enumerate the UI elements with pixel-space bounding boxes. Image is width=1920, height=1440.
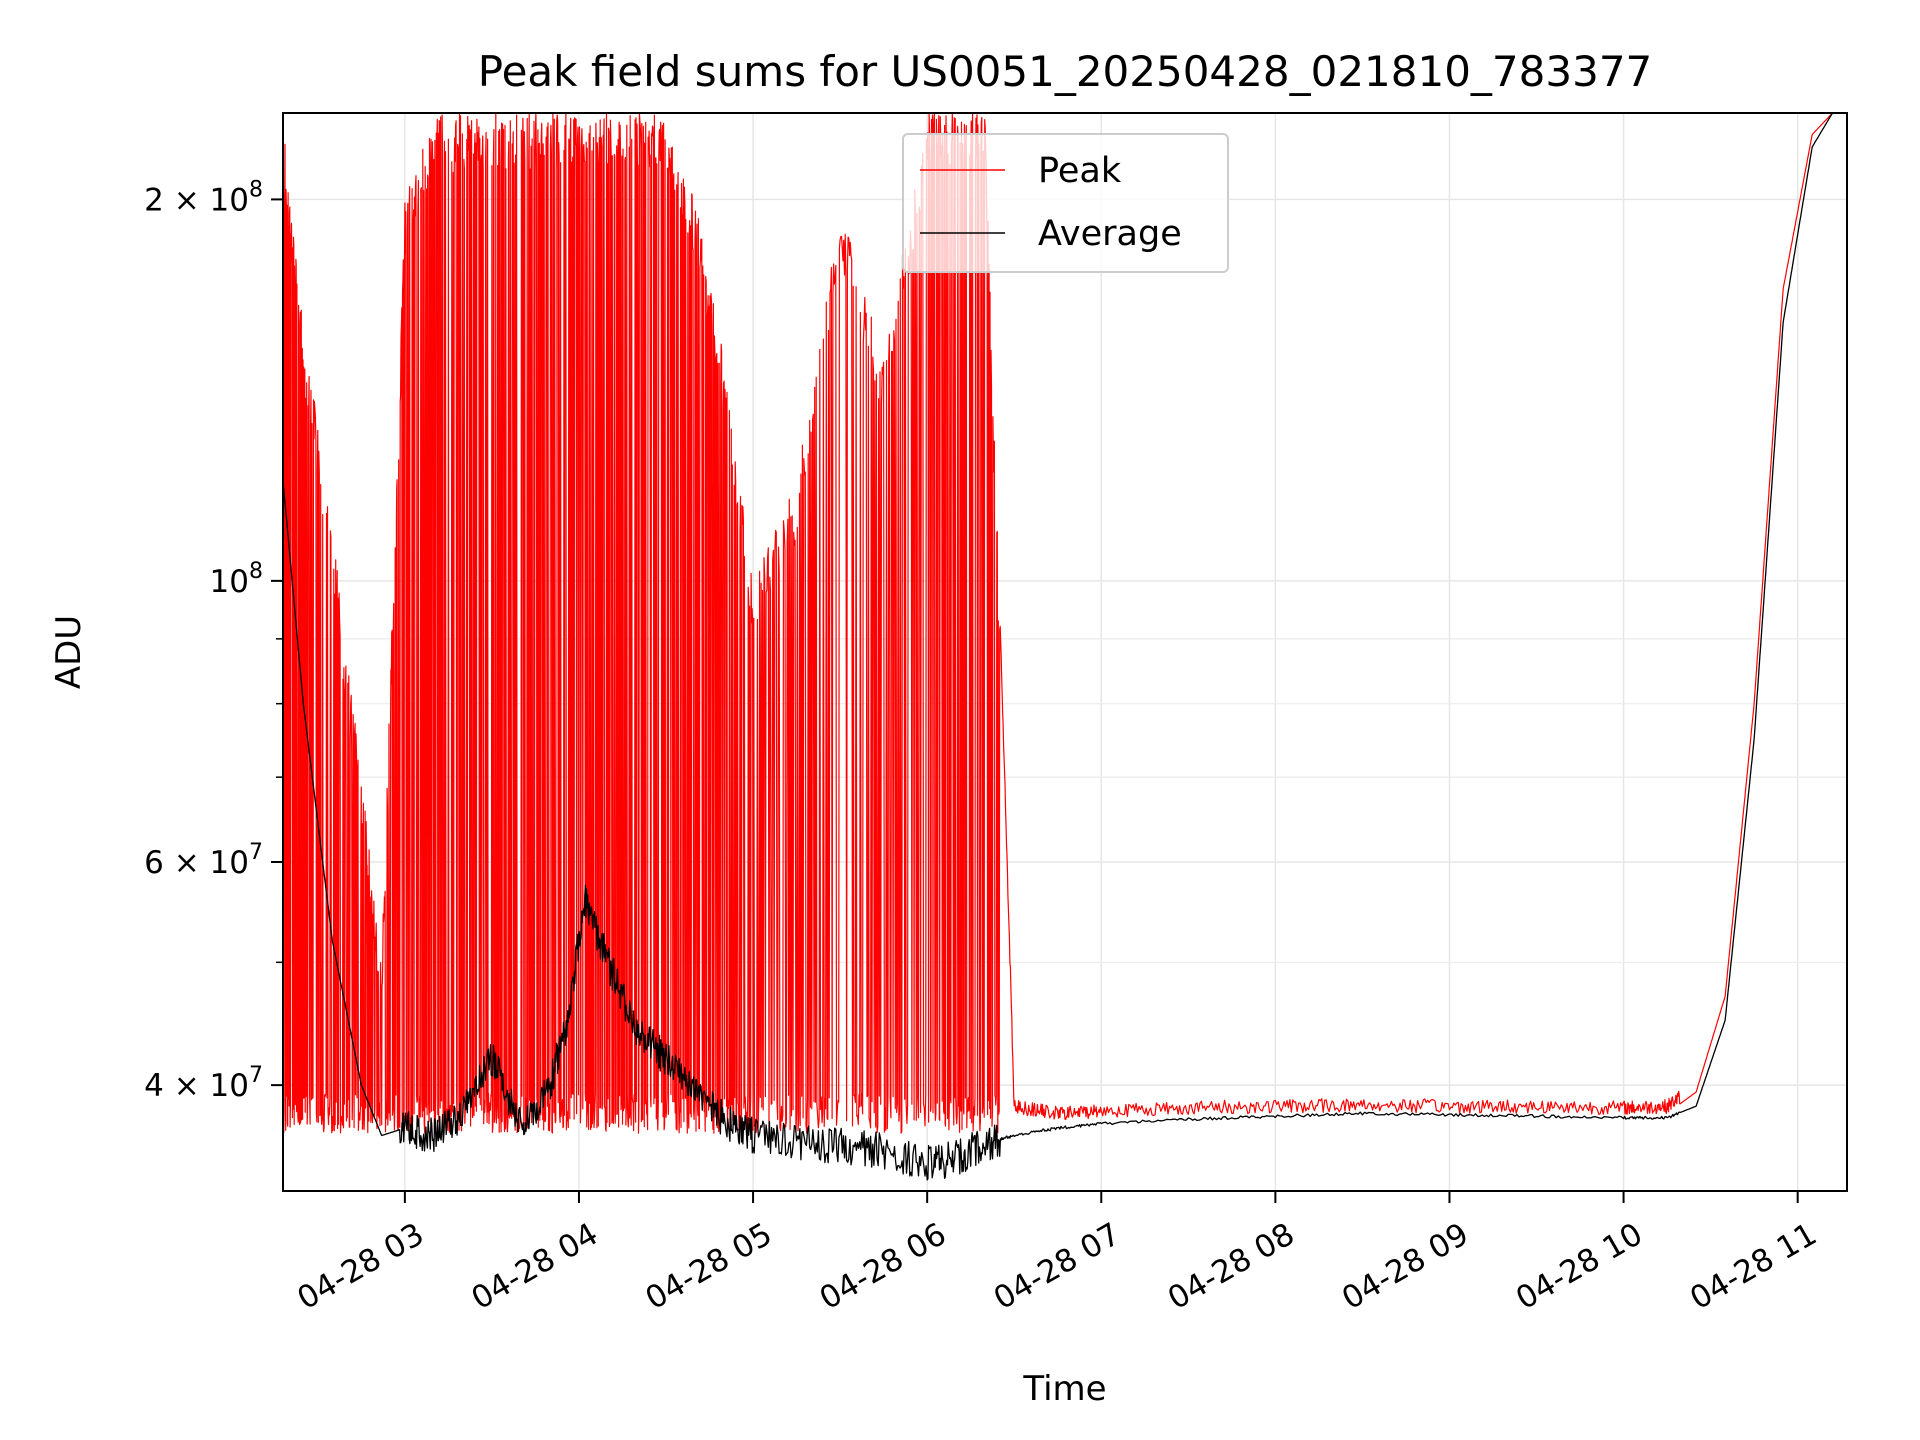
y-tick-label: 2 × 108 <box>144 177 263 218</box>
y-tick-exponent: 8 <box>249 559 263 584</box>
y-tick-label: 4 × 107 <box>144 1063 263 1104</box>
series-layer <box>282 112 1834 1181</box>
grid <box>283 113 1847 1191</box>
y-tick-mantissa: 2 <box>144 182 164 218</box>
y-tick-times: × <box>164 1068 210 1104</box>
plot-frame <box>282 112 1848 1192</box>
chart-title: Peak field sums for US0051_20250428_0218… <box>478 47 1653 96</box>
y-axis-label: ADU <box>49 615 89 689</box>
y-tick-label: 108 <box>210 559 263 600</box>
y-tick-exponent: 7 <box>249 1063 263 1088</box>
x-axis-label: Time <box>1022 1369 1106 1409</box>
y-tick-times: × <box>164 845 210 881</box>
legend-average-label: Average <box>1038 214 1182 254</box>
y-tick-mantissa: 6 <box>144 845 164 881</box>
y-tick-base: 10 <box>210 1068 249 1104</box>
y-tick-exponent: 8 <box>249 177 263 202</box>
legend-peak-label: Peak <box>1038 151 1122 191</box>
series-average-line <box>282 112 1834 1181</box>
y-tick-base: 10 <box>210 845 249 881</box>
y-tick-exponent: 7 <box>249 840 263 865</box>
legend: Peak Average <box>902 133 1229 273</box>
legend-box <box>902 133 1229 273</box>
y-tick-times: × <box>164 182 210 218</box>
series-peak-line <box>282 112 1833 1134</box>
y-tick-mantissa: 4 <box>144 1068 164 1104</box>
y-tick-base: 10 <box>210 564 249 600</box>
y-tick-label: 6 × 107 <box>144 840 263 881</box>
y-tick-base: 10 <box>210 182 249 218</box>
